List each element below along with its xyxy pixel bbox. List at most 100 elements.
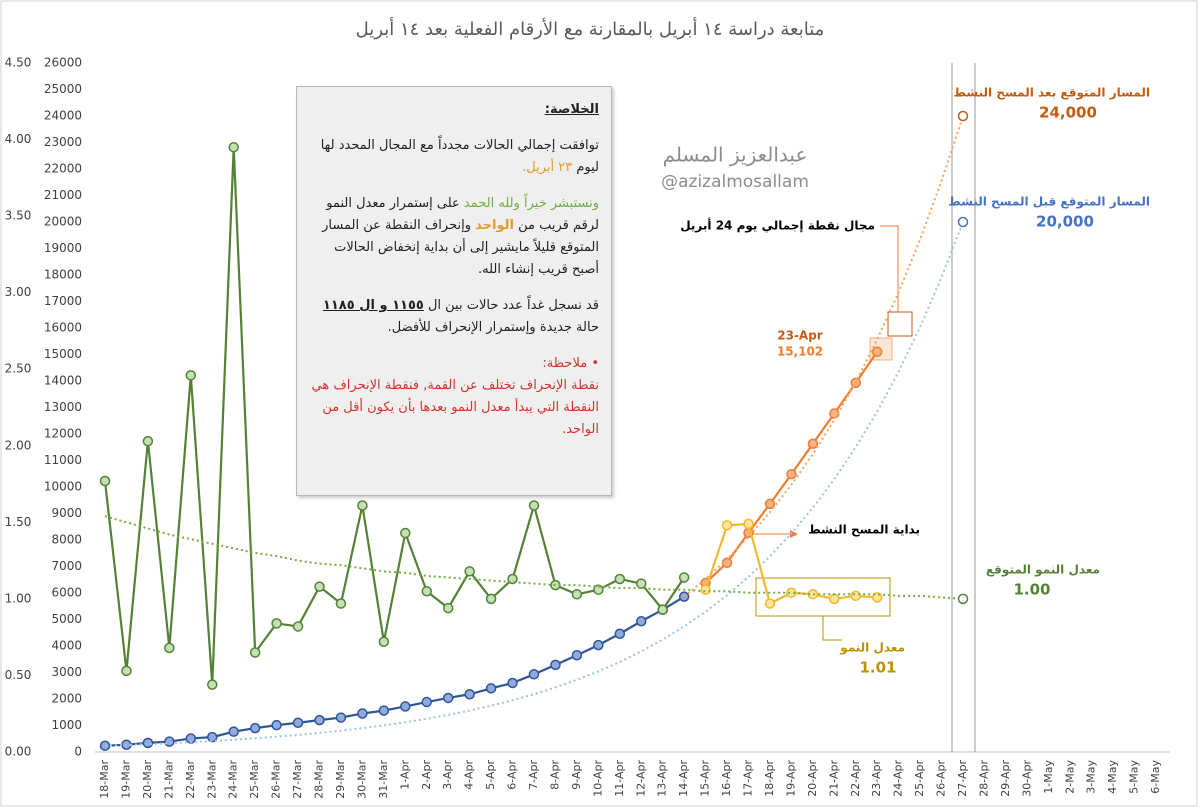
marker — [378, 705, 390, 716]
marker — [121, 665, 132, 677]
x-tick-label: 22-Apr — [849, 760, 862, 797]
y-tick-label: 18000 — [44, 268, 82, 282]
y-tick-label: 19000 — [44, 241, 82, 255]
y-tick-label: 10000 — [44, 480, 82, 494]
y2-tick-label: 4.00 — [5, 132, 32, 146]
x-tick-label: 16-Apr — [720, 760, 733, 797]
marker — [249, 647, 261, 658]
x-tick-label: 3-May — [1085, 760, 1098, 794]
marker — [636, 578, 647, 589]
y-tick-label: 7000 — [51, 559, 82, 573]
value-label: 15,102 — [777, 345, 823, 359]
marker — [721, 520, 733, 531]
remark: • ملاحظة: — [542, 356, 599, 371]
marker — [271, 618, 282, 629]
arrow — [880, 225, 899, 312]
marker — [292, 717, 304, 728]
y-tick-label: 11000 — [44, 453, 82, 467]
x-tick-label: 24-Apr — [892, 760, 905, 797]
marker — [593, 584, 604, 595]
text: ونستبشر خيراً ولله الحمد — [463, 196, 599, 211]
y2-tick-label: 0.50 — [5, 668, 32, 682]
y-tick-label: 26000 — [44, 56, 82, 70]
x-tick-label: 21-Mar — [162, 760, 175, 799]
marker — [678, 572, 690, 583]
paragraph: توافقت إجمالي الحالات مجدداً مع المجال ا… — [309, 135, 599, 179]
y-tick-label: 15000 — [44, 347, 82, 361]
y2-tick-label: 3.50 — [5, 209, 32, 223]
x-tick-label: 28-Mar — [313, 760, 326, 799]
x-tick-label: 27-Apr — [956, 760, 969, 797]
x-tick-label: 28-Apr — [977, 760, 990, 797]
marker — [700, 584, 711, 595]
x-tick-label: 29-Apr — [999, 760, 1012, 797]
y-tick-label: 9000 — [51, 506, 82, 520]
marker — [357, 708, 368, 719]
y-tick-label: 2000 — [51, 692, 82, 706]
x-tick-label: 6-Apr — [506, 760, 519, 790]
x-tick-label: 24-Mar — [227, 760, 240, 799]
x-tick-label: 2-May — [1063, 760, 1076, 794]
watermark: @azizalmosallam — [661, 172, 809, 192]
x-tick-label: 3-Apr — [441, 760, 454, 790]
series-label: المسار المتوقع قبل المسح النشط — [948, 195, 1150, 210]
x-tick-label: 5-May — [1128, 760, 1141, 794]
series-line — [704, 351, 879, 584]
marker — [400, 527, 411, 539]
marker — [164, 736, 175, 747]
marker — [528, 669, 540, 680]
marker — [957, 216, 969, 228]
y-tick-label: 0 — [74, 745, 82, 759]
marker — [442, 692, 454, 704]
x-tick-label: 13-Apr — [656, 760, 669, 797]
marker — [335, 712, 347, 723]
summary-box: الخلاصة: توافقت إجمالي الحالات مجدداً مع… — [296, 86, 612, 496]
x-tick-label: 30-Apr — [1020, 760, 1033, 797]
marker — [207, 731, 218, 743]
marker — [207, 679, 218, 690]
x-tick-label: 10-Apr — [591, 760, 604, 797]
y-tick-label: 17000 — [44, 294, 82, 308]
text: قد نسجل غداً عدد حالات بين ال — [427, 298, 599, 313]
x-tick-label: 25-Mar — [248, 760, 261, 799]
marker — [593, 639, 604, 651]
text: حالة جديدة وإستمرار الإنحراف للأفضل. — [387, 320, 599, 335]
value-label: 20,000 — [1036, 213, 1094, 231]
y-tick-label: 5000 — [51, 612, 82, 626]
value-label: 1.01 — [859, 659, 896, 677]
marker — [314, 714, 325, 726]
x-tick-label: 23-Apr — [870, 760, 883, 797]
marker — [335, 598, 347, 609]
paragraph: ونستبشر خيراً ولله الحمد على إستمرار معد… — [309, 193, 599, 281]
y-tick-label: 4000 — [51, 639, 82, 653]
marker — [507, 677, 518, 689]
range-box — [887, 311, 913, 337]
series-label: المسار المتوقع بعد المسح النشط — [954, 86, 1150, 101]
x-tick-label: 19-Mar — [119, 760, 132, 799]
y-tick-label: 6000 — [51, 586, 82, 600]
y-tick-label: 14000 — [44, 374, 82, 388]
marker — [271, 719, 282, 731]
marker — [636, 615, 647, 627]
marker — [657, 604, 668, 615]
x-tick-label: 8-Apr — [548, 760, 561, 790]
x-tick-label: 9-Apr — [570, 760, 583, 790]
marker — [829, 593, 840, 605]
x-tick-label: 31-Mar — [377, 760, 390, 799]
marker — [164, 642, 175, 654]
marker — [378, 636, 390, 648]
y-tick-label: 8000 — [51, 533, 82, 547]
marker — [249, 722, 261, 734]
y-tick-label: 22000 — [44, 162, 82, 176]
annotation: مجال نقطة إجمالي يوم 24 أبريل — [680, 218, 875, 234]
arrow — [822, 616, 842, 641]
marker — [400, 701, 411, 712]
x-tick-label: 6-May — [1149, 760, 1162, 794]
chart-title: متابعة دراسة ١٤ أبريل بالمقارنة مع الأرق… — [356, 17, 825, 40]
marker — [957, 110, 969, 122]
x-tick-label: 7-Apr — [527, 760, 540, 790]
marker — [292, 621, 304, 632]
text: على إستمرار معدل النمو لرقم قريب من — [326, 196, 599, 233]
